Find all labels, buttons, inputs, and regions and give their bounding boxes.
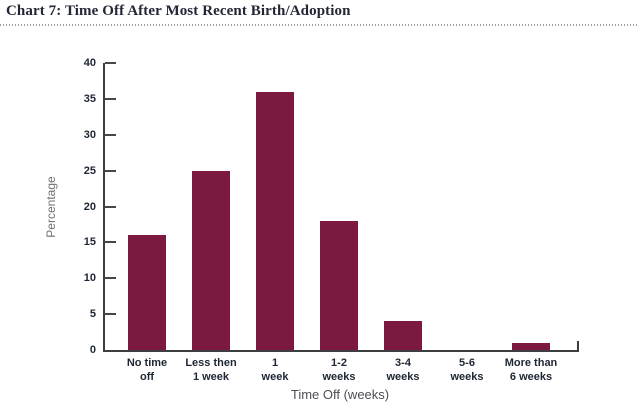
x-category-label: 5-6 weeks xyxy=(450,357,484,383)
y-tick-mark xyxy=(105,62,116,64)
y-tick-label: 30 xyxy=(83,128,96,141)
x-category-label: No time off xyxy=(126,357,168,383)
y-tick-label: 40 xyxy=(83,57,96,69)
title-divider xyxy=(0,24,638,26)
x-category-label: 3-4 weeks xyxy=(386,357,420,383)
bar-2 xyxy=(192,171,230,350)
plot-area xyxy=(103,63,579,352)
x-category-label: 1-2 weeks xyxy=(322,357,356,383)
y-tick-mark xyxy=(105,133,116,136)
bar-3 xyxy=(256,92,294,350)
y-tick-label: 15 xyxy=(83,236,96,249)
x-axis-title: Time Off (weeks) xyxy=(290,387,390,402)
bar-7 xyxy=(512,343,550,350)
bar-1 xyxy=(128,235,166,350)
y-tick-label: 5 xyxy=(89,308,96,321)
y-tick-label: 20 xyxy=(83,200,96,213)
y-tick-mark xyxy=(105,169,116,172)
x-category-label: More than 6 weeks xyxy=(504,357,558,383)
y-tick-mark xyxy=(105,241,116,244)
bar-5 xyxy=(384,321,422,350)
x-axis-end-tick xyxy=(577,341,579,350)
y-axis-title: Percentage xyxy=(44,176,58,238)
y-tick-mark xyxy=(105,277,116,280)
y-tick-label: 25 xyxy=(83,164,96,177)
x-category-label: Less then 1 week xyxy=(185,357,237,383)
y-tick-label: 35 xyxy=(83,92,96,105)
y-tick-label: 0 xyxy=(89,344,96,356)
chart-title: Chart 7: Time Off After Most Recent Birt… xyxy=(6,3,351,19)
bar-4 xyxy=(320,221,358,350)
y-tick-mark xyxy=(105,97,116,100)
y-tick-label: 10 xyxy=(83,272,96,285)
y-tick-mark xyxy=(105,205,116,208)
x-category-label: 1 week xyxy=(261,357,289,383)
y-tick-mark xyxy=(105,313,116,316)
